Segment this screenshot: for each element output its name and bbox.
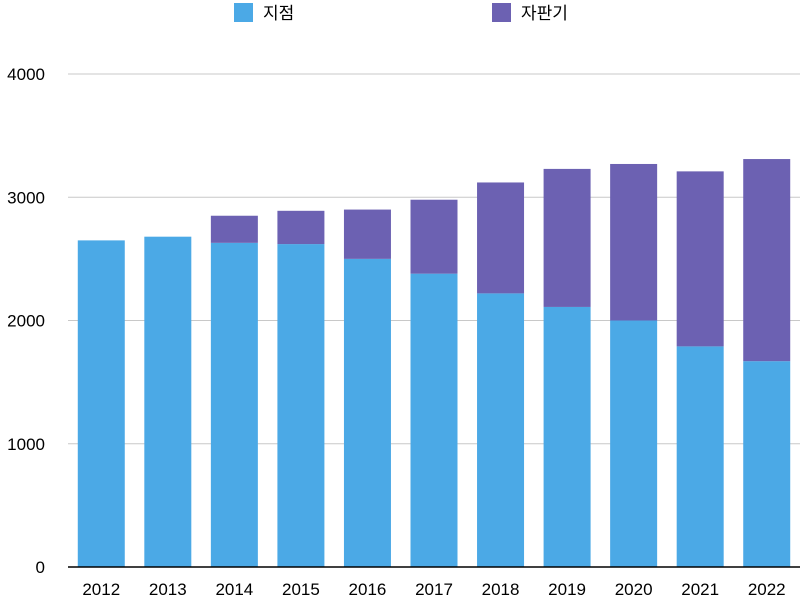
bar-segment	[410, 199, 458, 274]
bar-segment	[543, 168, 591, 307]
legend-label: 자판기	[521, 4, 568, 24]
y-tick-label: 0	[36, 558, 45, 577]
x-tick-label: 2014	[215, 580, 253, 599]
legend-item: 자판기	[492, 3, 568, 24]
y-tick-label: 1000	[7, 435, 45, 454]
bar-segment	[610, 163, 658, 321]
bar-segment	[210, 215, 258, 243]
legend: 지점 자판기	[234, 3, 568, 24]
x-tick-label: 2013	[149, 580, 187, 599]
bar-segment	[477, 293, 525, 567]
bar-segment	[77, 240, 125, 567]
legend-swatch	[492, 3, 511, 22]
bars	[77, 159, 791, 568]
bar-segment	[676, 346, 724, 567]
y-tick-label: 4000	[7, 65, 45, 84]
bar-segment	[343, 209, 391, 259]
legend-label: 지점	[263, 4, 294, 24]
x-tick-label: 2020	[615, 580, 653, 599]
bar-segment	[144, 236, 192, 567]
y-tick-label: 2000	[7, 312, 45, 331]
bar-segment	[277, 244, 325, 567]
bar-segment	[277, 210, 325, 245]
bar-segment	[210, 242, 258, 568]
y-tick-label: 3000	[7, 188, 45, 207]
bar-segment	[610, 320, 658, 567]
x-tick-label: 2019	[548, 580, 586, 599]
x-tick-label: 2018	[482, 580, 520, 599]
x-tick-label: 2017	[415, 580, 453, 599]
legend-item: 지점	[234, 3, 294, 24]
bar-segment	[543, 306, 591, 567]
bar-segment	[343, 258, 391, 567]
bar-segment	[410, 273, 458, 567]
x-tick-label: 2015	[282, 580, 320, 599]
x-axis-tick-labels: 2012 2013 2014 2015 2016 2017 2018 2019 2020 2021…	[82, 580, 785, 599]
x-tick-label: 2016	[349, 580, 387, 599]
bar-segment	[477, 182, 525, 294]
x-tick-label: 2012	[82, 580, 120, 599]
bar-segment	[743, 361, 791, 567]
y-axis-tick-labels: 0 1000 2000 3000 4000	[7, 65, 45, 577]
x-tick-label: 2021	[681, 580, 719, 599]
bar-segment	[676, 171, 724, 347]
bar-segment	[743, 159, 791, 362]
legend-swatch	[234, 3, 253, 22]
x-tick-label: 2022	[748, 580, 786, 599]
